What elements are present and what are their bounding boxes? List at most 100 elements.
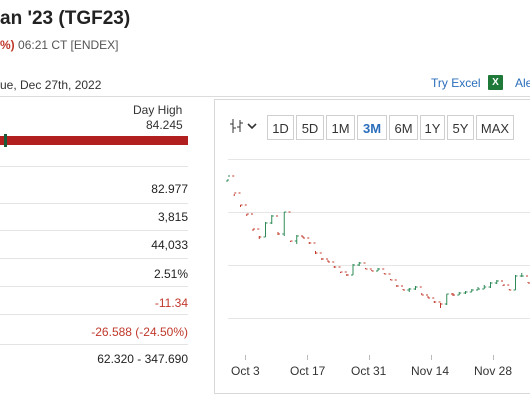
row-divider [0,286,188,287]
range-button-5y[interactable]: 5Y [447,115,474,140]
day-high-value: 84.245 [146,118,183,132]
candle [344,271,349,276]
candle [226,175,230,182]
chart-gridline [228,212,530,213]
chart-gridline [228,159,530,160]
range-button-5d[interactable]: 5D [296,115,324,140]
candle [319,252,324,260]
candle [244,204,249,216]
excel-icon[interactable]: X [488,75,503,90]
chart-gridline [228,265,530,266]
change-percent: %) [0,38,15,52]
range-button-6m[interactable]: 6M [389,115,418,140]
row-divider [0,314,188,315]
row-divider [0,230,188,231]
chevron-down-icon [247,123,257,130]
candlestick-icon [230,119,257,133]
candle [494,280,499,284]
range-button-max[interactable]: MAX [476,115,514,140]
range-button-1m[interactable]: 1M [326,115,355,140]
candle [313,242,318,254]
quote-time-exchange: 06:21 CT [ENDEX] [18,38,119,52]
stat-value: 3,815 [157,210,188,224]
range-button-3m[interactable]: 3M [357,115,387,140]
candle [519,273,524,277]
x-tick-mark [307,355,308,360]
candle [482,285,487,290]
candle [276,215,280,235]
candle [263,222,268,238]
candle [232,175,237,196]
try-excel-link[interactable]: Try Excel [431,76,481,90]
x-tick-label: Oct 31 [351,364,387,378]
candle [526,275,530,284]
candle [407,288,412,292]
candle [444,293,449,305]
candle [257,228,262,239]
trade-date: ue, Dec 27th, 2022 [0,78,102,92]
contract-title: an '23 (TGF23) [0,8,131,29]
header-divider [0,96,530,97]
candle [369,268,374,272]
day-high-label: Day High [133,103,183,117]
candle [238,192,243,207]
candle [469,289,474,293]
candle [251,213,255,231]
day-range-marker [4,134,7,147]
candle [301,235,305,239]
candle [351,264,355,276]
row-divider [0,258,188,259]
x-tick-label: Oct 17 [290,364,326,378]
stat-value: -26.588 (-24.50%) [91,325,188,339]
candle [376,268,380,272]
x-tick-mark [493,355,494,360]
candle [457,292,462,296]
candle [513,275,518,291]
candle [382,268,387,275]
x-tick-label: Nov 14 [411,364,450,378]
candle [394,279,399,287]
candle [463,291,468,294]
x-tick-label: Nov 28 [474,364,513,378]
stat-value: 2.51% [153,267,188,281]
quote-subtitle: %) 06:21 CT [ENDEX] [0,38,119,52]
stat-value: 82.977 [151,182,188,196]
candle [338,266,343,273]
x-tick-mark [431,355,432,360]
candle [488,282,493,288]
stat-value: -11.34 [154,296,188,310]
x-tick-mark [245,355,246,360]
candle [426,294,430,299]
day-range-bar [0,136,188,145]
row-divider [0,344,188,345]
candle [288,211,293,242]
candle [363,262,368,270]
alerts-link[interactable]: Ale [515,76,530,90]
candle [307,237,312,244]
candle [419,286,424,296]
candle [332,261,337,268]
chart-panel [214,99,530,394]
candle [326,258,330,263]
stat-value: 62.320 - 347.690 [97,352,188,366]
x-tick-mark [369,355,370,360]
row-divider [0,166,188,167]
row-divider [0,203,188,204]
candle [451,293,455,296]
candle [269,215,274,224]
candle [357,262,362,266]
range-button-1y[interactable]: 1Y [420,115,445,140]
chart-gridline [228,318,530,319]
stat-value: 44,033 [151,238,188,252]
candle [282,211,287,236]
chart-type-dropdown[interactable] [228,115,260,137]
candle [294,235,299,244]
candle [388,273,393,281]
candle [432,297,437,303]
candle [507,284,512,291]
candle [413,286,418,290]
x-tick-label: Oct 3 [231,364,260,378]
range-button-1d[interactable]: 1D [267,115,294,140]
candle [501,280,505,286]
